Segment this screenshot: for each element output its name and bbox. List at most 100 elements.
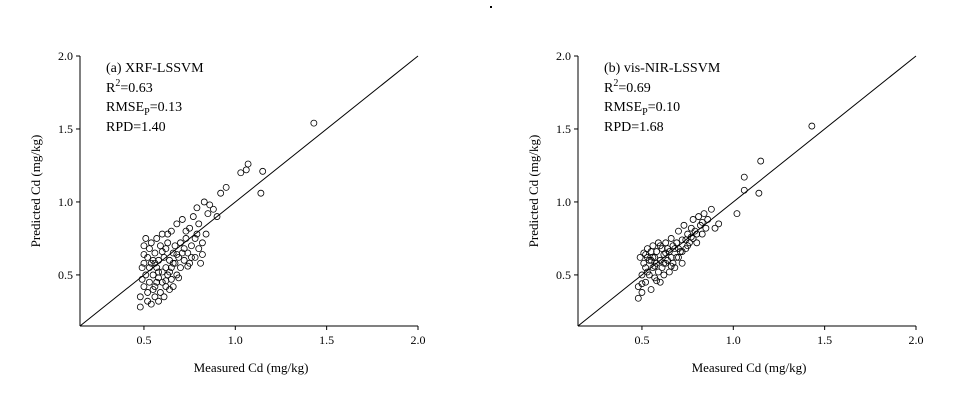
panel-label: (b) vis-NIR-LSSVM: [604, 61, 721, 76]
y-tick-label: 1.0: [556, 195, 571, 209]
data-point: [153, 264, 161, 272]
data-point: [153, 278, 161, 286]
data-point: [653, 248, 660, 255]
data-point: [193, 204, 201, 212]
data-point: [642, 251, 649, 258]
y-tick-label: 1.0: [58, 195, 73, 209]
data-point: [242, 166, 250, 174]
data-point: [757, 157, 765, 165]
data-point: [184, 249, 192, 257]
data-point: [213, 213, 221, 220]
data-point: [144, 297, 152, 305]
y-tick-label: 2.0: [556, 49, 571, 63]
data-point: [202, 230, 210, 238]
data-point: [638, 289, 646, 296]
data-point: [158, 248, 166, 255]
rmse-stat: RMSEP=0.10: [604, 100, 680, 118]
data-point: [310, 119, 318, 127]
data-point: [638, 280, 646, 288]
data-point: [171, 242, 179, 250]
data-point: [166, 268, 173, 276]
data-point: [173, 251, 181, 258]
data-point: [156, 242, 164, 250]
data-point: [669, 242, 677, 250]
data-point: [658, 264, 666, 272]
data-point: [642, 264, 649, 272]
data-point: [656, 278, 664, 286]
data-point: [142, 271, 150, 279]
panel-label: (a) XRF-LSSVM: [106, 61, 204, 76]
data-point: [647, 286, 655, 293]
data-point: [200, 198, 208, 206]
data-point: [136, 293, 144, 301]
data-point: [693, 230, 701, 238]
data-point: [167, 264, 175, 272]
data-point: [644, 268, 651, 276]
data-point: [693, 239, 701, 247]
chart-panel-a: 0.5 1.0 1.5 2.0 0.5 1.0 1.5 2.0 Measured Cd (mg/…: [28, 49, 426, 375]
data-point: [698, 218, 706, 226]
data-point: [733, 210, 741, 218]
data-point: [689, 216, 697, 223]
data-point: [638, 271, 646, 279]
x-tick-label: 1.0: [726, 333, 741, 347]
data-point: [151, 249, 159, 257]
data-point: [199, 251, 206, 258]
data-point: [237, 169, 245, 177]
data-point: [259, 167, 267, 175]
data-point: [649, 264, 657, 272]
data-point: [146, 278, 153, 286]
data-point: [160, 293, 168, 301]
data-point: [195, 220, 203, 228]
data-point: [171, 259, 179, 267]
y-axis-label: Predicted Cd (mg/kg): [28, 135, 43, 248]
data-point: [142, 235, 150, 242]
data-point: [175, 274, 183, 282]
data-point: [188, 254, 195, 261]
data-point: [169, 249, 177, 257]
data-point: [675, 245, 682, 253]
data-point: [244, 160, 252, 168]
data-point: [158, 268, 166, 276]
data-point: [662, 239, 670, 247]
x-axis-label: Measured Cd (mg/kg): [194, 360, 309, 375]
data-point: [217, 189, 225, 197]
data-point: [138, 264, 146, 272]
data-point: [178, 216, 186, 223]
reference-line-1to1: [79, 55, 419, 327]
rpd-stat: RPD=1.68: [604, 120, 664, 135]
data-point: [189, 213, 197, 220]
data-point: [687, 233, 695, 241]
data-point: [151, 259, 159, 267]
data-point: [188, 242, 195, 250]
chart-panel-b: 0.5 1.0 1.5 2.0 0.5 1.0 1.5 2.0 Measured Cd (mg/…: [526, 49, 924, 375]
y-tick-label: 0.5: [556, 268, 571, 282]
data-point: [642, 278, 649, 286]
data-point: [206, 201, 214, 209]
x-tick-label: 1.5: [319, 333, 334, 347]
data-point: [673, 254, 681, 261]
data-point: [740, 186, 748, 194]
stray-dot: [490, 6, 492, 8]
data-point: [184, 262, 192, 270]
data-point: [180, 245, 188, 253]
data-point: [140, 259, 148, 267]
data-point: [164, 239, 172, 247]
data-point: [199, 239, 206, 247]
data-point: [700, 210, 708, 218]
data-point: [191, 235, 199, 242]
data-point: [257, 189, 265, 197]
data-point: [667, 235, 675, 242]
data-point: [158, 278, 166, 286]
data-point: [222, 183, 230, 191]
y-tick-label: 2.0: [58, 49, 73, 63]
data-point: [671, 264, 679, 272]
data-point: [149, 271, 157, 279]
data-point: [138, 275, 146, 283]
y-tick-label: 1.5: [58, 122, 73, 136]
data-point: [144, 289, 152, 296]
data-point: [808, 122, 816, 130]
data-point: [140, 283, 148, 290]
rpd-stat: RPD=1.40: [106, 120, 166, 135]
